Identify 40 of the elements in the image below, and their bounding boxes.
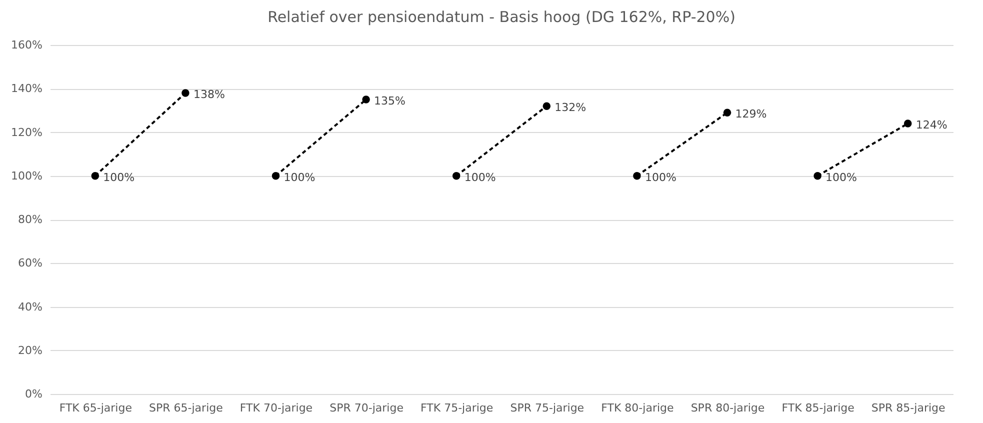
data-label: 100% bbox=[644, 170, 676, 184]
data-label: 132% bbox=[554, 101, 586, 114]
x-tick-label: SPR 75-jarige bbox=[510, 402, 584, 414]
point bbox=[633, 172, 641, 180]
x-tick-label: FTK 75-jarige bbox=[420, 402, 494, 414]
x-tick-label: SPR 80-jarige bbox=[690, 402, 765, 414]
y-tick-label: 140% bbox=[11, 82, 42, 96]
y-tick-label: 120% bbox=[11, 126, 42, 139]
x-tick-label: SPR 85-jarige bbox=[871, 402, 946, 414]
data-label: 138% bbox=[193, 88, 225, 101]
x-tick-label: SPR 65-jarige bbox=[149, 402, 224, 414]
data-label: 100% bbox=[464, 170, 496, 184]
x-tick-label: FTK 70-jarige bbox=[240, 402, 313, 414]
point bbox=[542, 102, 551, 110]
x-tick-label: FTK 85-jarige bbox=[782, 402, 855, 414]
point bbox=[272, 172, 280, 180]
data-label: 100% bbox=[103, 170, 135, 184]
chart-title: Relatief over pensioendatum - Basis hoog (DG 162%, RP-20%) bbox=[268, 8, 736, 26]
data-label: 129% bbox=[735, 108, 767, 121]
point bbox=[91, 172, 100, 180]
y-tick-label: 160% bbox=[11, 38, 42, 52]
point bbox=[723, 108, 732, 116]
point bbox=[362, 96, 370, 104]
point bbox=[452, 172, 460, 180]
point bbox=[182, 89, 190, 97]
y-tick-label: 100% bbox=[11, 169, 42, 182]
data-label: 135% bbox=[374, 94, 406, 108]
y-tick-label: 0% bbox=[25, 388, 42, 400]
x-tick-label: SPR 70-jarige bbox=[330, 402, 404, 414]
y-tick-label: 40% bbox=[18, 300, 42, 314]
y-tick-label: 20% bbox=[18, 344, 42, 357]
x-tick-label: FTK 65-jarige bbox=[59, 402, 132, 414]
point bbox=[904, 120, 912, 128]
data-label: 100% bbox=[284, 170, 316, 184]
point bbox=[814, 172, 822, 180]
data-label: 124% bbox=[916, 118, 948, 132]
data-label: 100% bbox=[826, 170, 858, 184]
y-tick-label: 80% bbox=[18, 213, 42, 226]
y-tick-label: 60% bbox=[18, 256, 42, 270]
x-tick-label: FTK 80-jarige bbox=[601, 402, 674, 414]
